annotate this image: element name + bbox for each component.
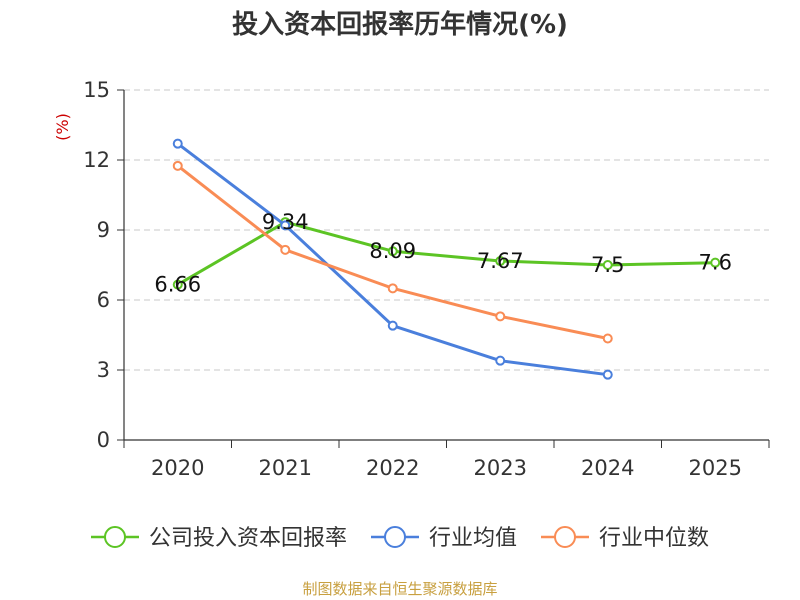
- series-1-point-2024: [602, 369, 613, 380]
- y-tick-labels: 0 3 6 9 12 15: [83, 78, 110, 452]
- series-group: [172, 138, 721, 380]
- series-1-point-2023: [495, 355, 506, 366]
- series-2-point-2024: [602, 333, 613, 344]
- y-axis-unit: (%): [53, 113, 72, 141]
- series-2-point-2021: [280, 244, 291, 255]
- data-label-2023: 7.67: [477, 249, 524, 273]
- series-0-point-2020: [172, 279, 183, 290]
- series-1-point-2021: [280, 220, 291, 231]
- data-label-2020: 6.66: [154, 273, 201, 297]
- y-tick-label-9: 9: [97, 218, 110, 242]
- grid-lines: [124, 89, 769, 371]
- series-0-point-2023: [495, 256, 506, 267]
- data-label-2024: 7.5: [591, 253, 624, 277]
- series-2-point-2023: [495, 311, 506, 322]
- x-tick-label-2021: 2021: [259, 456, 312, 480]
- legend: 公司投入资本回报率 行业均值 行业中位数: [91, 526, 709, 551]
- x-tick-label-2020: 2020: [151, 456, 204, 480]
- legend-label-1: 行业均值: [429, 526, 517, 551]
- data-label-2025: 7.6: [699, 251, 732, 275]
- axes: [117, 89, 770, 448]
- series-1-point-2020: [172, 138, 183, 149]
- y-tick-label-6: 6: [97, 288, 110, 312]
- legend-marker-0: [104, 526, 126, 548]
- y-tick-label-3: 3: [97, 358, 110, 382]
- x-tick-label-2022: 2022: [366, 456, 419, 480]
- series-line-0: [177, 220, 716, 286]
- series-0-point-2024: [602, 260, 613, 270]
- x-tick-label-2025: 2025: [689, 456, 742, 480]
- y-tick-label-0: 0: [97, 428, 110, 452]
- legend-label-0: 公司投入资本回报率: [149, 526, 347, 551]
- legend-item-1: 行业均值: [371, 526, 517, 551]
- x-tick-label-2024: 2024: [581, 456, 634, 480]
- legend-marker-1: [384, 526, 406, 548]
- x-tick-label-2023: 2023: [474, 456, 527, 480]
- data-label-2021: 9.34: [262, 210, 309, 234]
- data-label-2022: 8.09: [369, 239, 416, 263]
- series-1-point-2022: [387, 320, 398, 331]
- x-tick-labels: 2020 2021 2022 2023 2024 2025: [151, 456, 742, 480]
- chart-title: 投入资本回报率历年情况(%): [232, 9, 568, 40]
- legend-marker-2: [554, 526, 576, 548]
- series-2-point-2022: [387, 283, 398, 294]
- legend-item-0: 公司投入资本回报率: [91, 526, 347, 551]
- legend-item-2: 行业中位数: [541, 526, 709, 551]
- series-0-point-2022: [387, 246, 398, 257]
- y-tick-label-15: 15: [83, 78, 110, 102]
- source-note: 制图数据来自恒生聚源数据库: [302, 580, 497, 598]
- series-0-point-2025: [710, 257, 721, 268]
- legend-label-2: 行业中位数: [599, 526, 709, 551]
- data-labels: 6.66 9.34 8.09 7.67 7.5 7.6: [154, 210, 732, 297]
- y-tick-label-12: 12: [83, 148, 110, 172]
- series-2-point-2020: [172, 160, 183, 171]
